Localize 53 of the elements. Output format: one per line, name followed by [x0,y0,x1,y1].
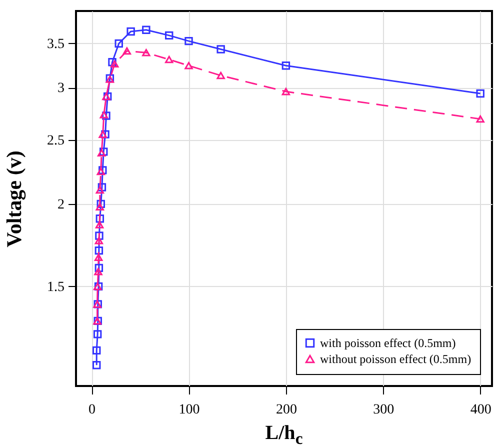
y-tick-label: 2 [58,197,64,212]
y-axis-title: Voltage (v) [2,150,26,248]
y-tick-label: 1.5 [47,280,64,295]
point [94,268,102,276]
point [216,72,225,80]
point [282,88,290,96]
point [165,31,174,40]
point [98,130,107,138]
point [476,89,484,98]
point [95,232,104,240]
point [98,166,107,174]
point [142,48,150,56]
legend-label: with poisson effect (0.5mm) [320,336,456,350]
point [142,26,150,34]
x-tick-label: 100 [178,402,200,418]
point [96,186,104,194]
point [92,361,101,370]
point [122,47,132,55]
point [94,246,104,255]
point [184,36,193,46]
point [114,39,123,48]
point [96,203,104,210]
x-tick-label: 300 [373,402,394,418]
point [94,236,104,244]
point [108,58,116,66]
point [94,264,104,272]
y-tick-label: 3 [58,81,64,96]
point [98,183,106,192]
point [100,111,108,118]
point [184,62,193,70]
point [96,200,105,208]
point [110,60,119,68]
y-tick-label: 2.5 [47,133,64,148]
point [102,112,110,120]
point [96,214,104,223]
y-tick-label: 3.5 [47,36,64,52]
point [95,221,104,228]
x-tick-label: 400 [470,402,492,418]
point [94,254,103,262]
x-axis-title: L/h$_{c}$ [264,422,304,447]
point [126,27,135,36]
point [93,330,102,338]
point [282,62,290,70]
point [101,130,110,138]
point [216,45,225,54]
legend-label: without poisson effect (0.5mm) [320,352,472,366]
point [165,56,174,64]
point [97,149,106,157]
x-tick-label: 200 [276,402,297,418]
point [92,346,101,355]
x-tick-label: 0 [88,402,96,418]
point [476,115,484,123]
point [100,148,108,156]
